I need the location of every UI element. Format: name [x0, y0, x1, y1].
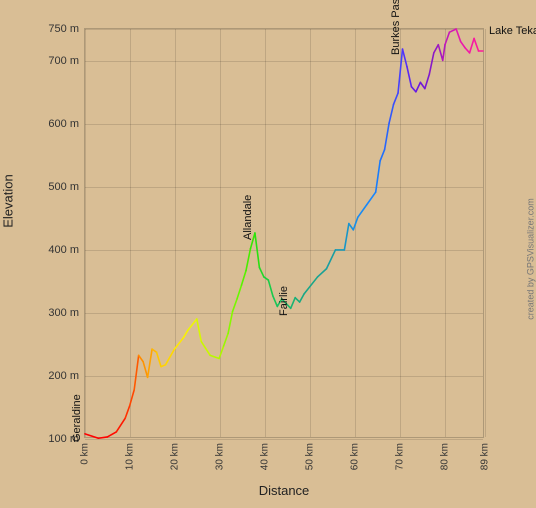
x-tick-label: 89 km — [480, 443, 491, 470]
x-tick-label: 80 km — [439, 443, 450, 470]
waypoint-label: Geraldine — [71, 394, 83, 442]
x-tick-label: 20 km — [169, 443, 180, 470]
x-tick-label: 0 km — [80, 443, 91, 465]
y-tick-label: 500 m — [48, 181, 79, 193]
y-tick-label: 600 m — [48, 118, 79, 130]
grid-line-v — [485, 29, 486, 437]
plot-area: 0 km10 km20 km30 km40 km50 km60 km70 km8… — [84, 28, 484, 438]
x-tick-label: 30 km — [214, 443, 225, 470]
y-tick-label: 300 m — [48, 307, 79, 319]
credit-text: created by GPSVisualizer.com — [525, 198, 535, 319]
x-tick-label: 60 km — [349, 443, 360, 470]
waypoint-label: Lake Tekapo — [489, 25, 525, 37]
waypoint-label: Allandale — [242, 195, 254, 240]
x-tick-label: 10 km — [124, 443, 135, 470]
y-tick-label: 750 m — [48, 23, 79, 35]
y-axis-label: Elevation — [1, 174, 16, 227]
x-tick-label: 70 km — [394, 443, 405, 470]
x-tick-label: 50 km — [304, 443, 315, 470]
x-axis-label: Distance — [259, 483, 310, 498]
elevation-profile-line — [85, 29, 483, 437]
y-tick-label: 400 m — [48, 244, 79, 256]
y-tick-label: 200 m — [48, 370, 79, 382]
y-tick-label: 700 m — [48, 55, 79, 67]
elevation-chart: 0 km 10 km 20 km 30 km 40 km 50 km 60 km 70 km 8… — [34, 18, 504, 476]
waypoint-label: Burkes Pass — [390, 0, 402, 55]
grid-line-h — [85, 439, 483, 440]
waypoint-label: Fairlie — [278, 286, 290, 316]
x-tick-label: 40 km — [259, 443, 270, 470]
